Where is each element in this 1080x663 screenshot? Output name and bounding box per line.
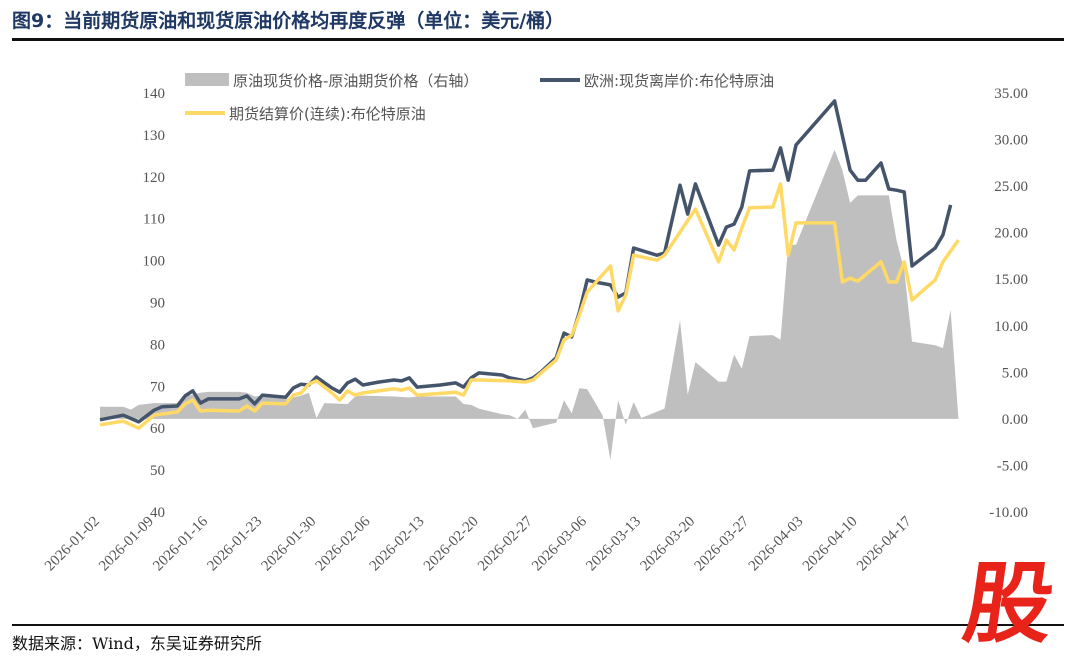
y-left-tick: 90 [150,296,165,312]
y-left-tick: 130 [143,128,166,144]
y-left-tick: 110 [143,212,165,228]
y-left-tick: 140 [143,86,166,102]
y-left-tick: 100 [143,254,166,270]
brent-futures-line [99,182,960,430]
y-left-tick: 80 [150,337,165,353]
source-note: 数据来源：Wind，东吴证券研究所 [12,634,262,653]
x-tick: 2026-03-13 [583,514,644,575]
y-left-tick: 40 [150,505,165,521]
legend-label-futures: 期货结算价(连续):布伦特原油 [229,105,426,123]
y-right-tick: 30.00 [994,133,1028,149]
legend-label-spread: 原油现货价格-原油期货价格（右轴） [233,72,478,90]
x-tick: 2026-04-10 [800,514,861,575]
x-tick: 2026-01-23 [204,514,265,575]
x-tick: 2026-02-13 [367,514,428,575]
y-right-tick: 5.00 [1002,365,1028,381]
x-tick: 2026-03-20 [637,514,698,575]
x-tick: 2026-02-20 [421,514,482,575]
y-right-tick: 0.00 [1002,412,1028,428]
y-right-tick: -5.00 [997,458,1028,474]
legend-label-spot: 欧洲:现货离岸价:布伦特原油 [584,72,774,90]
y-right-tick: 25.00 [994,179,1028,195]
y-right-tick: 20.00 [994,226,1028,242]
x-tick: 2026-02-27 [475,513,536,574]
x-tick: 2026-01-30 [259,514,320,575]
x-tick: 2026-01-02 [42,514,103,575]
x-tick: 2026-01-16 [150,513,211,574]
x-tick: 2026-04-17 [854,513,915,574]
figure-title: 图9：当前期货原油和现货原油价格均再度反弹（单位：美元/桶） [12,10,565,32]
y-left-tick: 60 [150,421,165,437]
legend-swatch-spread [185,73,229,86]
y-left-tick: 70 [150,379,165,395]
bottom-rule [12,624,1064,626]
y-right-tick: 35.00 [994,86,1028,102]
x-tick: 2026-03-27 [692,513,753,574]
x-tick: 2026-02-06 [313,513,374,574]
x-tick: 2026-03-06 [529,513,590,574]
y-right-tick: 10.00 [994,319,1028,335]
y-right-tick: 15.00 [994,272,1028,288]
x-tick: 2026-01-09 [96,514,157,575]
top-rule [12,38,1064,41]
x-tick: 2026-04-03 [746,514,807,575]
spread-area [100,149,959,460]
legend: 原油现货价格-原油期货价格（右轴） 欧洲:现货离岸价:布伦特原油期货结算价(连续)… [185,72,774,123]
y-left-tick: 50 [150,463,165,479]
logo: 股 [957,552,1061,655]
y-right-tick: -10.00 [989,505,1028,521]
y-left-tick: 120 [143,170,166,186]
